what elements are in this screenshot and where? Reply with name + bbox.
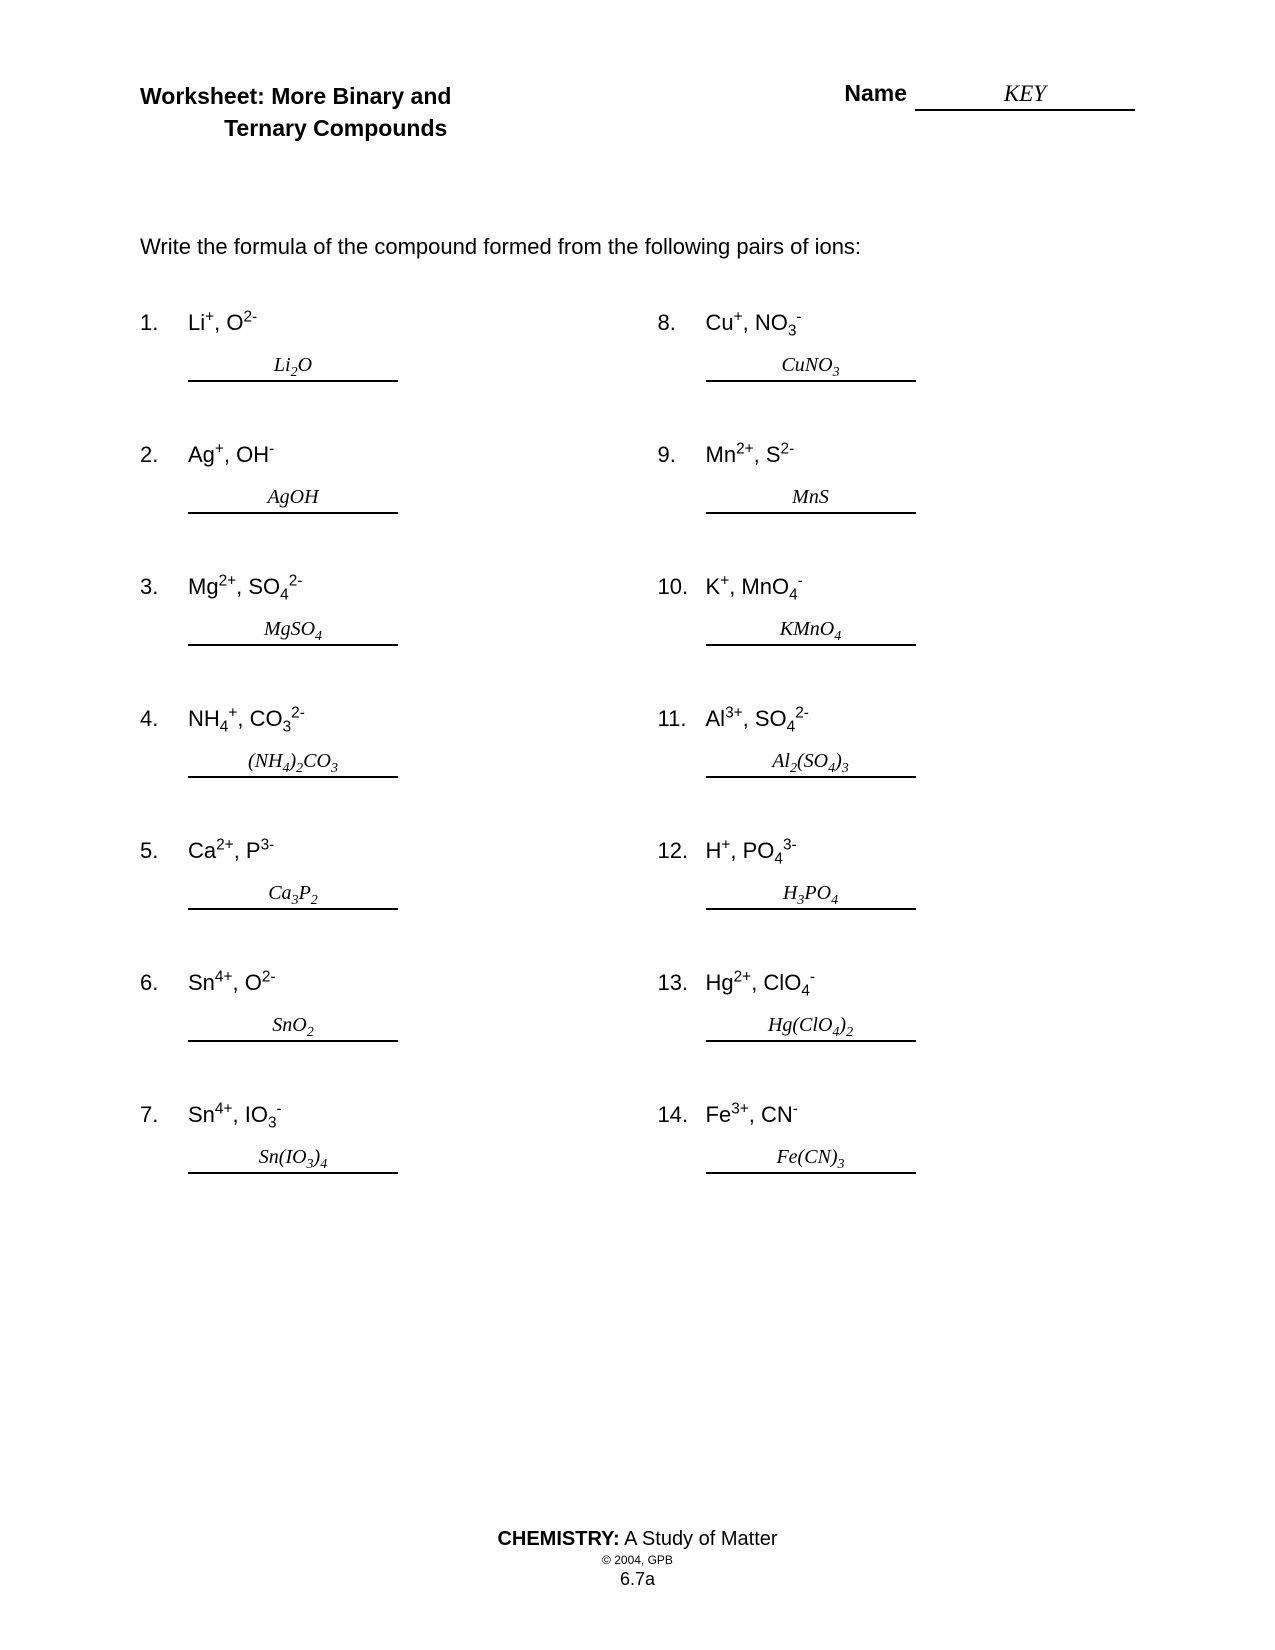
ion-pair: Mg2+, SO42- xyxy=(188,574,618,600)
answer-line: MgSO4 xyxy=(188,618,398,646)
ion-pair: Fe3+, CN- xyxy=(706,1102,1136,1128)
problem: 2.Ag+, OH- AgOH xyxy=(140,442,618,514)
problem-number: 5. xyxy=(140,838,188,910)
problem: 13.Hg2+, ClO4- Hg(ClO4)2 xyxy=(658,970,1136,1042)
footer-copyright: © 2004, GPB xyxy=(0,1553,1275,1567)
problem-content: Hg2+, ClO4- Hg(ClO4)2 xyxy=(706,970,1136,1042)
problem: 4.NH4+, CO32- (NH4)2CO3 xyxy=(140,706,618,778)
name-value: KEY xyxy=(915,81,1135,111)
problem: 7.Sn4+, IO3- Sn(IO3)4 xyxy=(140,1102,618,1174)
problem: 14.Fe3+, CN- Fe(CN)3 xyxy=(658,1102,1136,1174)
problem-number: 3. xyxy=(140,574,188,646)
problem-number: 13. xyxy=(658,970,706,1042)
problem-content: Ca2+, P3- Ca3P2 xyxy=(188,838,618,910)
name-label: Name xyxy=(844,80,907,107)
ion-pair: Mn2+, S2- xyxy=(706,442,1136,468)
footer-title-rest: A Study of Matter xyxy=(620,1528,778,1550)
problem-number: 14. xyxy=(658,1102,706,1174)
problem: 10.K+, MnO4- KMnO4 xyxy=(658,574,1136,646)
answer-line: Al2(SO4)3 xyxy=(706,750,916,778)
problem: 12.H+, PO43- H3PO4 xyxy=(658,838,1136,910)
ion-pair: H+, PO43- xyxy=(706,838,1136,864)
answer-line: Fe(CN)3 xyxy=(706,1146,916,1174)
problem: 1.Li+, O2- Li2O xyxy=(140,310,618,382)
ion-pair: Sn4+, IO3- xyxy=(188,1102,618,1128)
title-line-1: Worksheet: More Binary and xyxy=(140,80,451,112)
problem-number: 12. xyxy=(658,838,706,910)
answer-line: AgOH xyxy=(188,486,398,514)
worksheet-title: Worksheet: More Binary and Ternary Compo… xyxy=(140,80,451,144)
answer-line: Li2O xyxy=(188,354,398,382)
footer-title: CHEMISTRY: A Study of Matter xyxy=(0,1528,1275,1551)
problem-content: Fe3+, CN- Fe(CN)3 xyxy=(706,1102,1136,1174)
problem-content: Sn4+, IO3- Sn(IO3)4 xyxy=(188,1102,618,1174)
problem-content: K+, MnO4- KMnO4 xyxy=(706,574,1136,646)
problems-column-left: 1.Li+, O2- Li2O 2.Ag+, OH- AgOH 3.Mg2+, SO42… xyxy=(140,310,618,1234)
answer-line: H3PO4 xyxy=(706,882,916,910)
problem-content: Mg2+, SO42- MgSO4 xyxy=(188,574,618,646)
ion-pair: Ca2+, P3- xyxy=(188,838,618,864)
answer-line: MnS xyxy=(706,486,916,514)
problem: 11.Al3+, SO42- Al2(SO4)3 xyxy=(658,706,1136,778)
problem-content: NH4+, CO32- (NH4)2CO3 xyxy=(188,706,618,778)
page-footer: CHEMISTRY: A Study of Matter © 2004, GPB… xyxy=(0,1528,1275,1590)
problem: 5.Ca2+, P3- Ca3P2 xyxy=(140,838,618,910)
ion-pair: K+, MnO4- xyxy=(706,574,1136,600)
problem-content: Ag+, OH- AgOH xyxy=(188,442,618,514)
answer-line: Hg(ClO4)2 xyxy=(706,1014,916,1042)
problem-content: Li+, O2- Li2O xyxy=(188,310,618,382)
problems-container: 1.Li+, O2- Li2O 2.Ag+, OH- AgOH 3.Mg2+, SO42… xyxy=(140,310,1135,1234)
problem-number: 11. xyxy=(658,706,706,778)
ion-pair: Li+, O2- xyxy=(188,310,618,336)
problem-number: 4. xyxy=(140,706,188,778)
problem-content: Cu+, NO3- CuNO3 xyxy=(706,310,1136,382)
problem-content: H+, PO43- H3PO4 xyxy=(706,838,1136,910)
problem-content: Sn4+, O2- SnO2 xyxy=(188,970,618,1042)
worksheet-header: Worksheet: More Binary and Ternary Compo… xyxy=(140,80,1135,144)
ion-pair: Hg2+, ClO4- xyxy=(706,970,1136,996)
problem: 9.Mn2+, S2- MnS xyxy=(658,442,1136,514)
problem-number: 9. xyxy=(658,442,706,514)
problem-number: 6. xyxy=(140,970,188,1042)
problem-number: 8. xyxy=(658,310,706,382)
problems-column-right: 8.Cu+, NO3- CuNO3 9.Mn2+, S2- MnS 10.K+, MnO… xyxy=(658,310,1136,1234)
ion-pair: Al3+, SO42- xyxy=(706,706,1136,732)
problem-content: Mn2+, S2- MnS xyxy=(706,442,1136,514)
answer-line: CuNO3 xyxy=(706,354,916,382)
answer-line: Sn(IO3)4 xyxy=(188,1146,398,1174)
problem-number: 7. xyxy=(140,1102,188,1174)
name-field: Name KEY xyxy=(844,80,1135,111)
answer-line: (NH4)2CO3 xyxy=(188,750,398,778)
instructions: Write the formula of the compound formed… xyxy=(140,234,1135,260)
answer-line: KMnO4 xyxy=(706,618,916,646)
problem-number: 2. xyxy=(140,442,188,514)
answer-line: Ca3P2 xyxy=(188,882,398,910)
footer-page-number: 6.7a xyxy=(0,1569,1275,1590)
ion-pair: Cu+, NO3- xyxy=(706,310,1136,336)
title-line-2: Ternary Compounds xyxy=(140,112,451,144)
problem-content: Al3+, SO42- Al2(SO4)3 xyxy=(706,706,1136,778)
problem-number: 1. xyxy=(140,310,188,382)
ion-pair: NH4+, CO32- xyxy=(188,706,618,732)
ion-pair: Sn4+, O2- xyxy=(188,970,618,996)
problem-number: 10. xyxy=(658,574,706,646)
problem: 6.Sn4+, O2- SnO2 xyxy=(140,970,618,1042)
ion-pair: Ag+, OH- xyxy=(188,442,618,468)
footer-title-bold: CHEMISTRY: xyxy=(497,1528,619,1550)
answer-line: SnO2 xyxy=(188,1014,398,1042)
problem: 8.Cu+, NO3- CuNO3 xyxy=(658,310,1136,382)
problem: 3.Mg2+, SO42- MgSO4 xyxy=(140,574,618,646)
